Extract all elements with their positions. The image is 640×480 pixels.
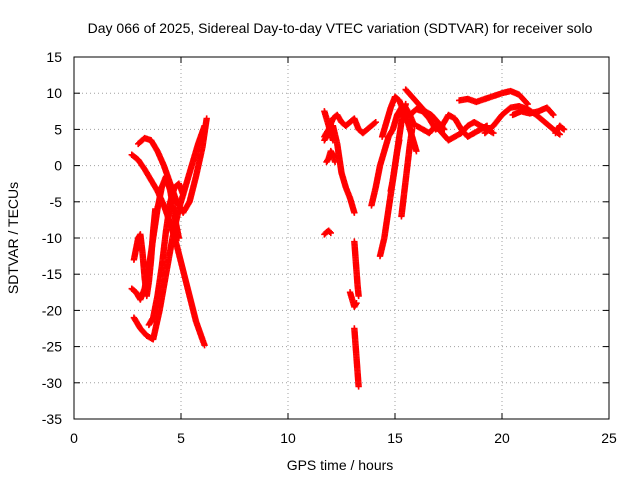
series-arc-18 [387, 137, 403, 195]
series-arc-8 [321, 122, 358, 216]
series-arc-23 [456, 87, 531, 108]
y-tick-label: -15 [42, 266, 62, 282]
series-arc-6 [145, 180, 187, 329]
series-arc-3 [130, 122, 208, 343]
chart-title: Day 066 of 2025, Sidereal Day-to-day VTE… [88, 20, 593, 36]
series-arc-10 [321, 108, 337, 144]
y-axis-label: SDTVAR / TECUs [5, 182, 21, 294]
data-point [201, 341, 208, 349]
series-arc-19 [398, 126, 416, 220]
data-point [201, 122, 208, 129]
data-point [203, 115, 210, 122]
series-arc-14 [351, 325, 362, 390]
x-tick-label: 20 [494, 430, 510, 446]
data-point [179, 191, 187, 198]
y-tick-label: -5 [50, 194, 63, 210]
axis-ticks: 0 5 10 15 20 25 -35 -30 -25 -20 -15 -10 -5 0 5 10 15 [42, 49, 617, 446]
data-point [152, 205, 159, 213]
y-tick-label: 0 [54, 158, 62, 174]
series-arc-12 [346, 289, 360, 310]
series-arc-5 [130, 205, 159, 300]
y-tick-label: 10 [46, 85, 62, 101]
data-point [523, 99, 530, 107]
x-tick-label: 15 [387, 430, 403, 446]
series-arc-13 [351, 238, 362, 300]
data-point [351, 209, 358, 216]
y-tick-label: -25 [42, 339, 62, 355]
series-arc-25 [509, 104, 557, 119]
x-tick-label: 25 [601, 430, 617, 446]
y-tick-label: -20 [42, 302, 62, 318]
data-point [327, 229, 334, 237]
y-tick-label: -10 [42, 230, 62, 246]
data-point [355, 383, 362, 390]
data-series [128, 86, 568, 390]
data-point [355, 292, 362, 300]
data-point [556, 131, 563, 138]
x-tick-label: 5 [177, 430, 185, 446]
x-tick-label: 10 [280, 430, 296, 446]
data-point [326, 228, 333, 236]
data-point [549, 110, 556, 118]
y-tick-label: -30 [42, 375, 62, 391]
y-tick-label: 5 [54, 121, 62, 137]
x-tick-label: 0 [70, 430, 78, 446]
data-point [413, 147, 420, 155]
series-arc-9 [323, 147, 339, 166]
series-arc-26 [552, 122, 568, 137]
data-point [396, 137, 403, 144]
data-point [560, 126, 568, 133]
data-point [490, 129, 497, 137]
data-point [331, 158, 339, 166]
series-arc-11 [321, 227, 334, 238]
data-point [550, 111, 557, 119]
data-point [372, 118, 379, 126]
series-arc-22 [413, 118, 497, 144]
data-point [353, 299, 360, 307]
y-tick-label: 15 [46, 49, 62, 65]
y-tick-label: -35 [42, 411, 62, 427]
x-axis-label: GPS time / hours [287, 457, 394, 473]
data-point [371, 119, 378, 127]
data-point [329, 137, 337, 144]
data-point [408, 126, 416, 133]
data-point [175, 234, 183, 242]
series-arc-7 [321, 111, 379, 140]
